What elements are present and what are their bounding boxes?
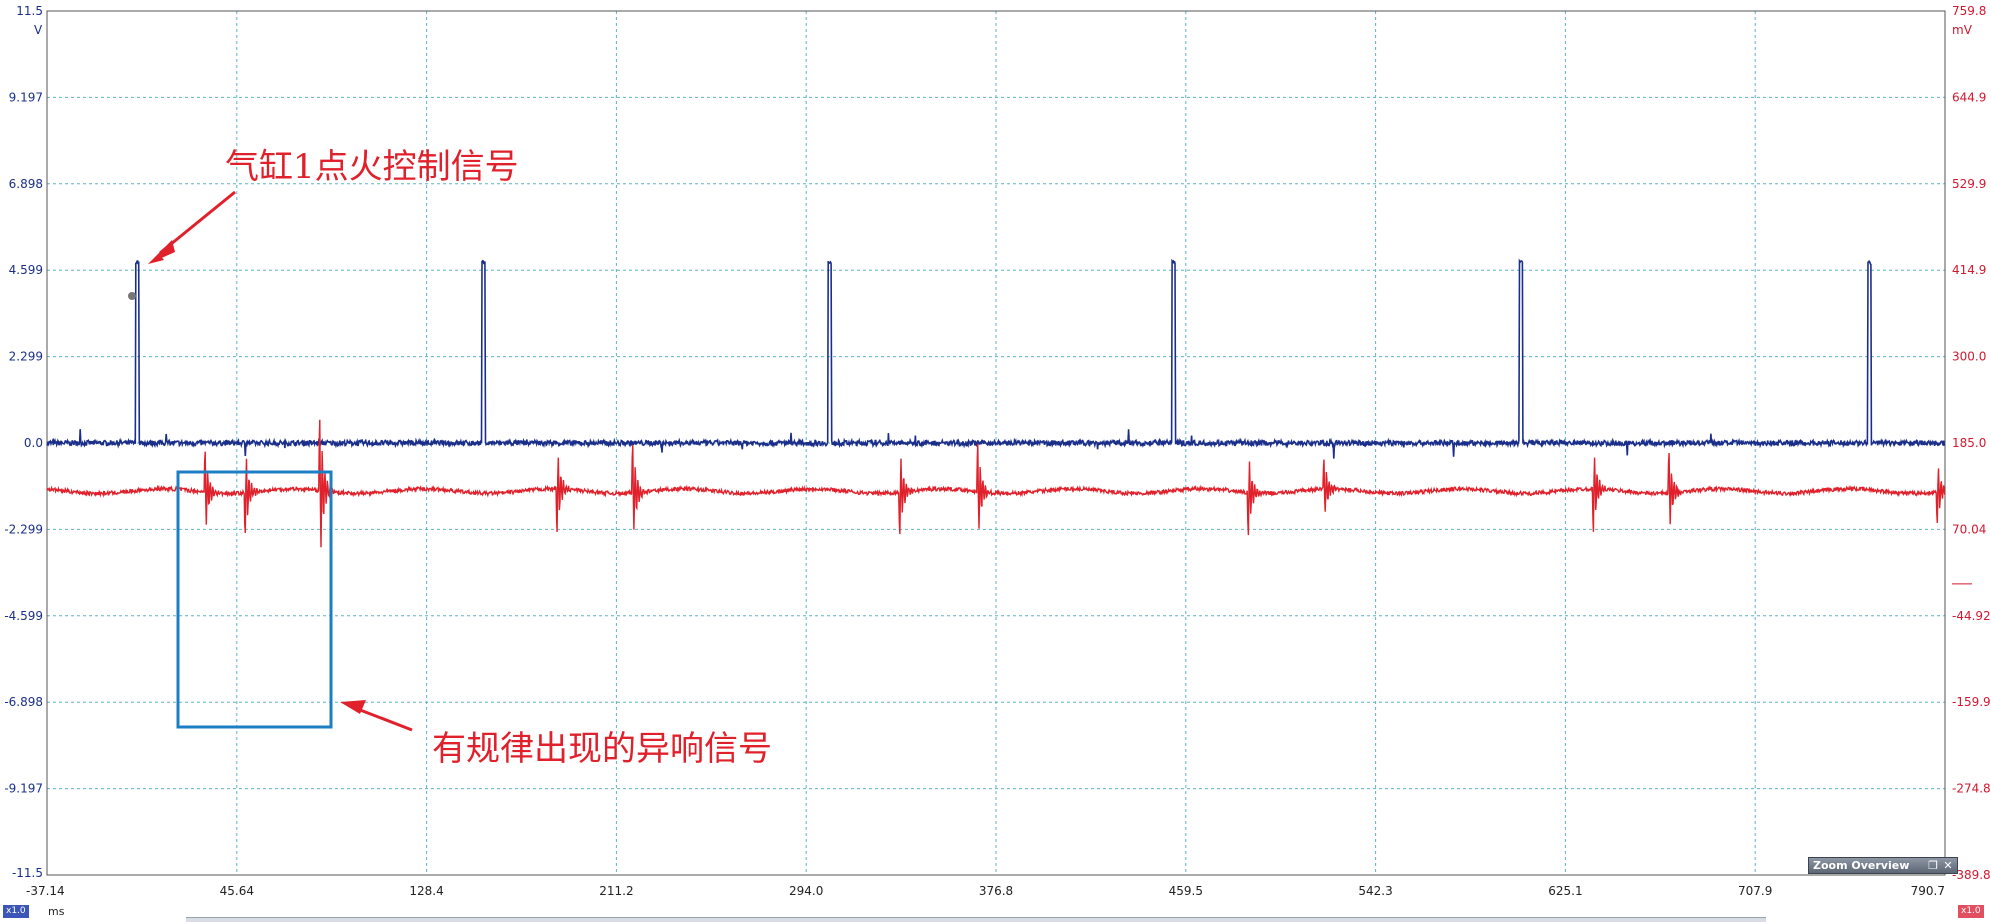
x-axis-unit: ms xyxy=(48,905,65,918)
right-tick-label: 414.9 xyxy=(1952,263,1986,277)
left-tick-label: -6.898 xyxy=(4,695,43,709)
left-tick-label: -9.197 xyxy=(4,782,43,796)
plot-frame xyxy=(46,10,1946,876)
x-tick-label: 542.3 xyxy=(1358,884,1392,898)
left-axis-unit: V xyxy=(34,23,43,37)
x-tick-label: 707.9 xyxy=(1738,884,1772,898)
channel-b-trace xyxy=(46,419,1946,548)
left-tick-label: -4.599 xyxy=(4,609,43,623)
x-tick-label: 128.4 xyxy=(409,884,443,898)
x-tick-label: 376.8 xyxy=(979,884,1013,898)
zoom-overview-panel[interactable]: Zoom Overview ❐ ✕ xyxy=(1808,857,1958,874)
left-tick-label: 0.0 xyxy=(24,436,43,450)
right-channel-scale-badge[interactable]: x1.0 xyxy=(1958,905,1984,918)
horizontal-scrollbar[interactable] xyxy=(186,917,1766,922)
x-tick-label: -37.14 xyxy=(26,884,65,898)
annotation-ignition-signal: 气缸1点火控制信号 xyxy=(225,147,519,187)
zoom-overview-title: Zoom Overview xyxy=(1813,859,1910,872)
right-tick-label: 529.9 xyxy=(1952,177,1986,191)
left-tick-label: 9.197 xyxy=(9,90,43,104)
right-tick-label: 300.0 xyxy=(1952,350,1986,364)
x-tick-label: 294.0 xyxy=(789,884,823,898)
annotation-arrowhead-ignition xyxy=(148,240,175,264)
left-tick-label: 11.5 xyxy=(16,4,43,18)
left-channel-scale-badge[interactable]: x1.0 xyxy=(3,905,29,918)
right-tick-label: -44.92 xyxy=(1952,609,1991,623)
right-tick-label: -274.8 xyxy=(1952,782,1991,796)
right-axis-unit: mV xyxy=(1952,23,1973,37)
x-tick-label: 45.64 xyxy=(220,884,254,898)
right-tick-label: 185.0 xyxy=(1952,436,1986,450)
x-tick-label: 459.5 xyxy=(1169,884,1203,898)
annotation-abnormal-noise: 有规律出现的异响信号 xyxy=(432,729,772,769)
annotation-arrow-noise xyxy=(354,706,413,732)
left-tick-label: -11.5 xyxy=(12,866,43,880)
annotation-arrowhead-noise xyxy=(340,700,366,714)
highlight-box xyxy=(176,470,333,729)
left-tick-label: 4.599 xyxy=(9,263,43,277)
left-tick-label: 6.898 xyxy=(9,177,43,191)
channel-a-trace xyxy=(46,258,1946,459)
axes: -37.14 45.64 128.4 211.2 294.0 376.8 459.5 542.… xyxy=(4,4,1990,898)
right-tick-label: -159.9 xyxy=(1952,695,1991,709)
right-tick-label: -389.8 xyxy=(1952,868,1991,882)
cursor-marker xyxy=(128,292,136,300)
x-tick-label: 790.7 xyxy=(1911,884,1945,898)
right-tick-label: 644.9 xyxy=(1952,90,1986,104)
left-tick-label: -2.299 xyxy=(4,522,43,536)
close-icon[interactable]: ✕ xyxy=(1943,859,1953,872)
left-tick-label: 2.299 xyxy=(9,350,43,364)
right-tick-label: 70.04 xyxy=(1952,522,1986,536)
x-tick-label: 625.1 xyxy=(1548,884,1582,898)
right-tick-label: 759.8 xyxy=(1952,4,1986,18)
restore-icon[interactable]: ❐ xyxy=(1928,859,1938,872)
x-tick-label: 211.2 xyxy=(599,884,633,898)
series-layer xyxy=(46,258,1946,548)
